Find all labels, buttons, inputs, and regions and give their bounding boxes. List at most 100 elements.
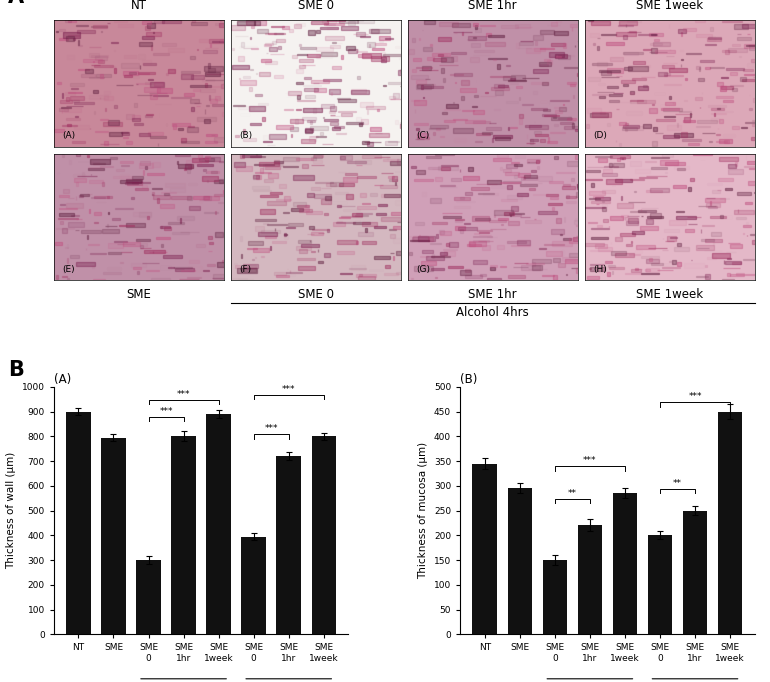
- Bar: [654, 132, 663, 133]
- Bar: [299, 59, 313, 62]
- Bar: [132, 115, 140, 119]
- Bar: [320, 132, 323, 135]
- Bar: [728, 169, 743, 174]
- Bar: [413, 179, 433, 181]
- Bar: [358, 55, 371, 57]
- Bar: [606, 179, 622, 183]
- Bar: [301, 139, 314, 143]
- Bar: [565, 258, 586, 263]
- Bar: [708, 257, 715, 259]
- Bar: [203, 50, 217, 53]
- Bar: [95, 131, 108, 132]
- Bar: [104, 96, 113, 100]
- Bar: [393, 256, 394, 261]
- Bar: [367, 110, 368, 115]
- Bar: [745, 122, 764, 123]
- Bar: [242, 155, 261, 158]
- Bar: [638, 33, 657, 35]
- Bar: [572, 123, 574, 128]
- Bar: [555, 76, 574, 80]
- Bar: [139, 243, 147, 246]
- Bar: [318, 261, 323, 263]
- Bar: [674, 166, 689, 168]
- Bar: [725, 188, 732, 190]
- Bar: [191, 75, 204, 78]
- Bar: [297, 95, 300, 100]
- Bar: [625, 123, 628, 125]
- Bar: [330, 122, 338, 125]
- Bar: [494, 108, 501, 110]
- Bar: [440, 54, 447, 56]
- Bar: [362, 141, 369, 144]
- Bar: [744, 74, 755, 76]
- Bar: [139, 163, 153, 168]
- Bar: [636, 245, 654, 249]
- Bar: [137, 271, 139, 274]
- Bar: [420, 256, 428, 257]
- Text: SME: SME: [126, 288, 152, 301]
- Bar: [415, 222, 424, 225]
- Bar: [611, 155, 631, 158]
- Bar: [453, 119, 467, 120]
- Bar: [286, 271, 302, 273]
- Bar: [456, 219, 464, 220]
- Bar: [377, 203, 387, 207]
- Text: **: **: [567, 489, 577, 498]
- Bar: [261, 230, 280, 233]
- Bar: [490, 186, 507, 188]
- Bar: [431, 256, 450, 257]
- Bar: [433, 254, 434, 258]
- Bar: [476, 133, 490, 134]
- Bar: [428, 237, 433, 241]
- Bar: [452, 23, 470, 27]
- Bar: [94, 65, 112, 67]
- Bar: [240, 113, 250, 116]
- Bar: [633, 61, 644, 64]
- Bar: [587, 108, 601, 113]
- Bar: [395, 46, 406, 48]
- Bar: [597, 63, 608, 66]
- Bar: [127, 182, 142, 185]
- Bar: [563, 44, 566, 48]
- Bar: [685, 78, 688, 80]
- Bar: [751, 59, 768, 62]
- Bar: [390, 235, 396, 238]
- Bar: [160, 265, 171, 269]
- Bar: [424, 86, 443, 88]
- Bar: [603, 219, 608, 222]
- Bar: [140, 161, 149, 165]
- Bar: [544, 243, 564, 245]
- Bar: [270, 46, 277, 51]
- Bar: [588, 222, 597, 223]
- Bar: [208, 68, 216, 72]
- Bar: [498, 218, 507, 220]
- Bar: [242, 537, 266, 634]
- Bar: [672, 102, 674, 104]
- Bar: [142, 186, 146, 188]
- Bar: [485, 42, 505, 46]
- Bar: [681, 132, 687, 136]
- Bar: [433, 132, 435, 135]
- Bar: [672, 260, 676, 264]
- Bar: [243, 76, 250, 78]
- Bar: [619, 143, 621, 146]
- Bar: [237, 20, 255, 25]
- Bar: [356, 49, 358, 52]
- Bar: [260, 168, 263, 173]
- Bar: [63, 33, 80, 38]
- Bar: [646, 258, 659, 263]
- Bar: [567, 118, 576, 120]
- Bar: [435, 277, 437, 278]
- Bar: [454, 196, 470, 200]
- Bar: [446, 243, 449, 246]
- Bar: [121, 132, 128, 133]
- Bar: [76, 152, 80, 156]
- Bar: [100, 74, 103, 78]
- Bar: [369, 29, 378, 33]
- Bar: [662, 267, 680, 268]
- Bar: [532, 262, 534, 267]
- Bar: [488, 220, 507, 222]
- Bar: [179, 164, 193, 168]
- Bar: [96, 74, 111, 77]
- Bar: [265, 43, 273, 45]
